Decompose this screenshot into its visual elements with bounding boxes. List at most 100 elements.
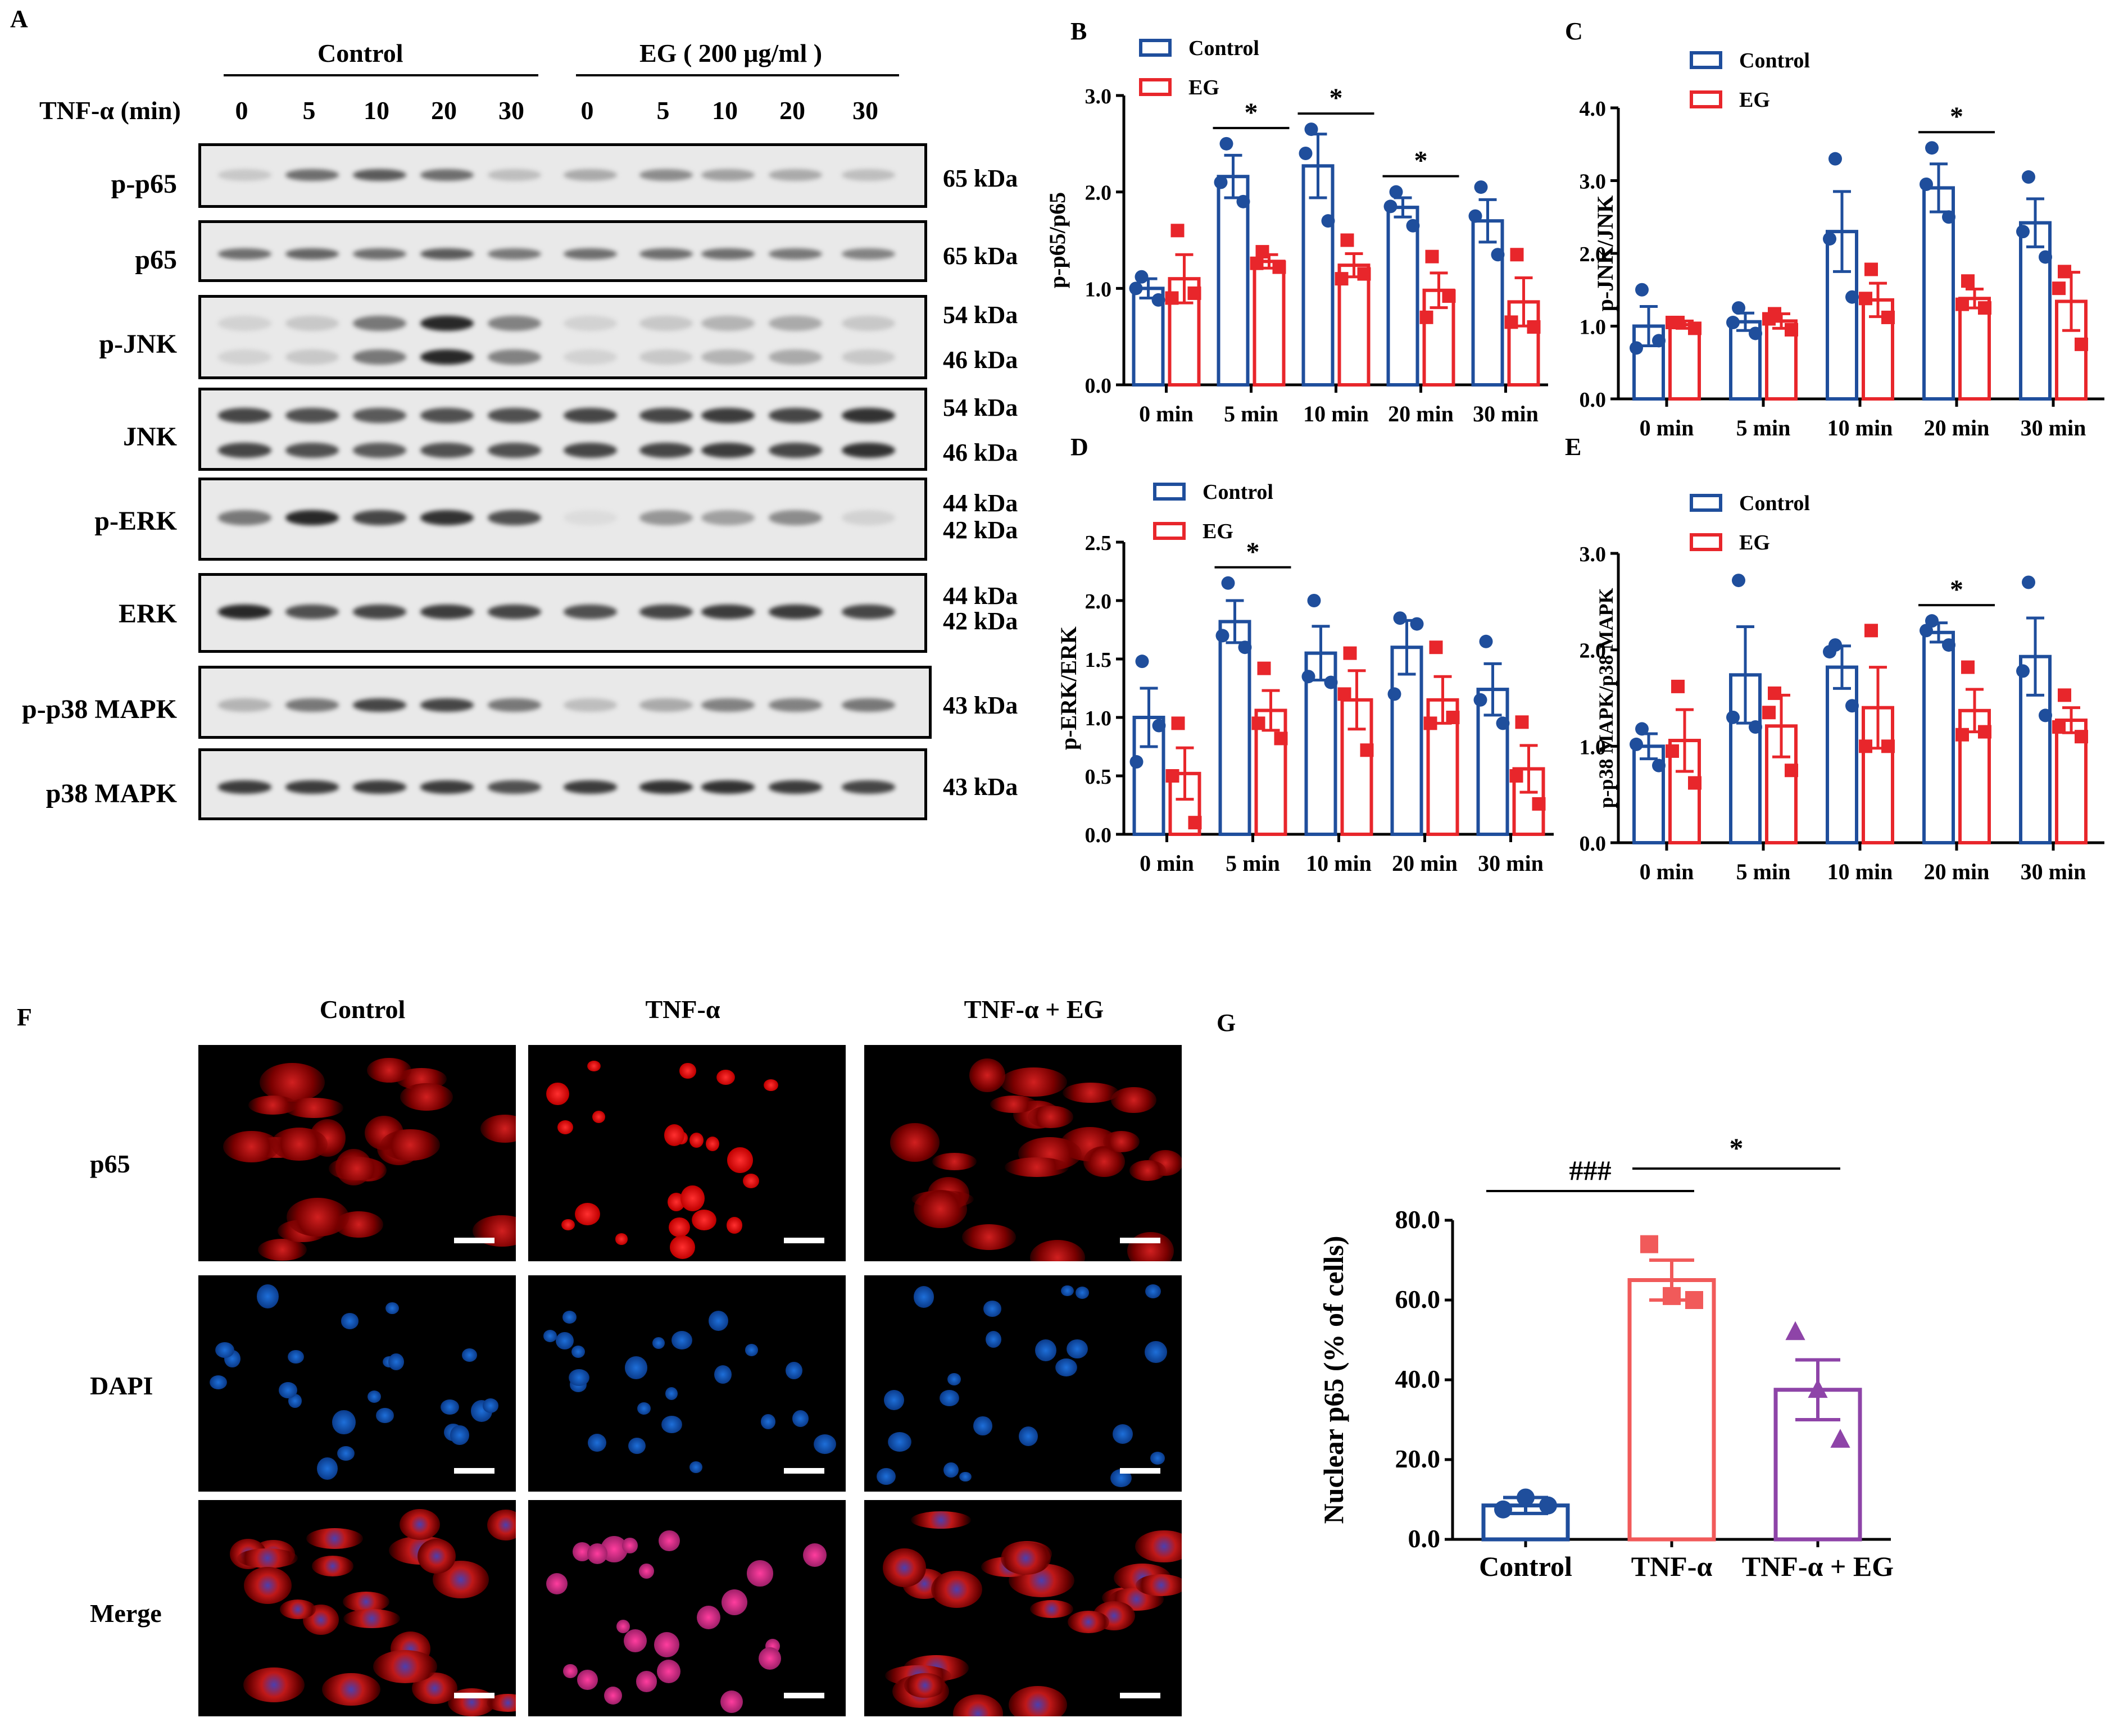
data-point (1255, 245, 1269, 259)
data-point (1151, 293, 1165, 307)
blot-band (352, 169, 406, 181)
data-point (1410, 617, 1424, 631)
y-tick-label: 2.0 (1580, 639, 1607, 663)
legend-label: Control (1739, 49, 1810, 72)
data-point (1383, 199, 1397, 213)
cell (587, 1433, 607, 1452)
significance-label: * (1950, 575, 1963, 605)
cell (373, 1649, 437, 1683)
cell (328, 1157, 385, 1180)
data-point (1343, 646, 1357, 660)
cell (671, 1331, 693, 1350)
cell (237, 1548, 298, 1569)
cell (990, 1095, 1037, 1114)
cell (257, 1284, 279, 1308)
blot-band (639, 780, 693, 794)
cell (652, 1337, 665, 1349)
blot-band (563, 698, 617, 712)
x-tick-label: 30 min (1473, 401, 1539, 426)
blot-band (563, 443, 617, 458)
data-point (1859, 292, 1872, 306)
panel-label-c: C (1565, 17, 1583, 45)
cell (332, 1410, 356, 1435)
blot-band (563, 510, 617, 525)
data-point (1640, 1235, 1658, 1253)
bar (1253, 260, 1286, 387)
scale-bar (454, 1693, 494, 1698)
microscopy-column-header: TNF-α + EG (964, 995, 1104, 1024)
blot-row-label: ERK (118, 599, 177, 629)
legend-swatch (1690, 533, 1722, 551)
cell (722, 1589, 748, 1615)
cell (555, 1332, 574, 1349)
x-tick-label: 0 min (1640, 859, 1694, 884)
blot-group-control: Control (317, 39, 403, 67)
blot-kda-label: 46 kDa (943, 346, 1018, 374)
data-point (2039, 708, 2052, 722)
data-point (1510, 248, 1524, 262)
cell (760, 1414, 775, 1429)
legend-label: EG (1739, 531, 1770, 555)
data-point (1251, 716, 1265, 730)
cell (661, 1415, 682, 1433)
data-point (1688, 776, 1701, 790)
y-tick-label: 1.0 (1580, 735, 1607, 759)
cell (969, 1058, 1005, 1092)
scale-bar (1120, 1693, 1160, 1698)
blot-band (352, 698, 406, 712)
cell (418, 1538, 456, 1574)
blot-kda-label: 44 kDa (943, 582, 1018, 610)
data-point (1942, 638, 1955, 652)
x-tick-label: 10 min (1827, 859, 1893, 884)
blot-band (701, 605, 755, 619)
data-point (1685, 1291, 1703, 1309)
cell (1103, 1131, 1140, 1153)
lane-label: 20 (779, 96, 805, 125)
y-tick-label: 80.0 (1395, 1205, 1441, 1234)
cell (664, 1124, 684, 1146)
data-point (1187, 286, 1201, 300)
blot-band (352, 443, 406, 458)
blot-kda-label: 42 kDa (943, 607, 1018, 635)
cell (716, 1069, 735, 1085)
cell (1129, 1160, 1166, 1181)
data-point (2016, 664, 2030, 678)
cell (625, 1356, 648, 1379)
micrograph (864, 1275, 1182, 1492)
blot-band (639, 169, 693, 181)
cell (286, 1197, 350, 1237)
lane-label: 20 (431, 96, 457, 125)
cell (1112, 1424, 1133, 1444)
blot-band (217, 443, 271, 458)
blot-band (841, 510, 895, 525)
blot-band (841, 248, 895, 260)
blot-membrane (198, 478, 927, 561)
blot-row-label: p-JNK (99, 329, 177, 359)
legend-swatch (1690, 51, 1722, 69)
data-point (2052, 281, 2066, 296)
blot-band (217, 315, 271, 331)
lane-label: 5 (656, 96, 670, 125)
legend-swatch (1153, 522, 1186, 540)
data-point (1250, 256, 1264, 270)
legend-swatch (1690, 494, 1722, 512)
cell (669, 1217, 690, 1238)
y-tick-label: 4.0 (1580, 97, 1607, 121)
scale-bar (784, 1468, 824, 1474)
cell (959, 1471, 972, 1482)
blot-band (285, 443, 339, 458)
cell (258, 1239, 307, 1261)
cell (890, 1123, 940, 1162)
data-point (1925, 141, 1939, 155)
data-point (1171, 716, 1185, 730)
cell (1067, 1339, 1088, 1359)
x-tick-label: 20 min (1388, 401, 1454, 426)
blot-band (285, 510, 339, 525)
cell (388, 1353, 405, 1371)
blot-band (487, 443, 541, 458)
cell (708, 1311, 729, 1331)
cell (243, 1567, 292, 1605)
y-axis-label: Nuclear p65 (% of cells) (1318, 1236, 1349, 1524)
cell (615, 1233, 628, 1245)
